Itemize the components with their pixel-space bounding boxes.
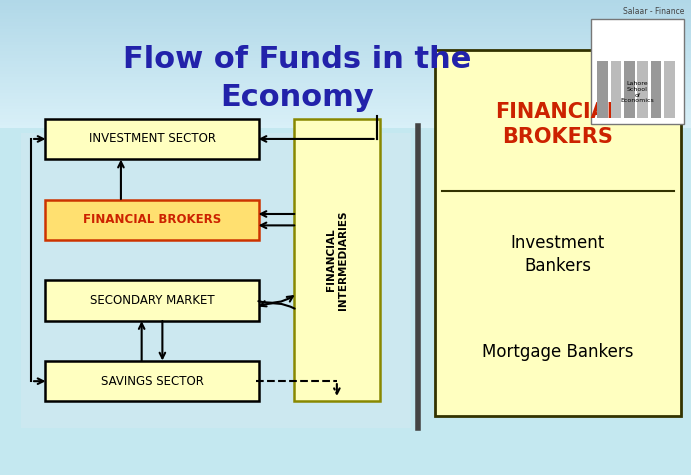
Bar [0, 112, 691, 115]
Bar [0, 119, 691, 122]
Bar [0, 16, 691, 19]
Bar [0, 86, 691, 90]
Bar [0, 74, 691, 77]
Text: SAVINGS SECTOR: SAVINGS SECTOR [101, 375, 203, 388]
Bar [0, 90, 691, 93]
FancyBboxPatch shape [45, 119, 259, 159]
Bar [0, 67, 691, 70]
Bar [0, 10, 691, 13]
Bar [0, 96, 691, 99]
Bar [0, 115, 691, 119]
Bar [0, 19, 691, 22]
Text: INVESTMENT SECTOR: INVESTMENT SECTOR [88, 133, 216, 145]
Bar [0, 93, 691, 96]
Bar [0, 122, 691, 125]
Bar [651, 61, 661, 118]
Bar [624, 61, 635, 118]
Bar [0, 38, 691, 42]
Bar [0, 57, 691, 61]
Bar [664, 61, 674, 118]
Text: FINANCIAL
BROKERS: FINANCIAL BROKERS [495, 102, 621, 147]
Bar [591, 19, 684, 124]
Bar [0, 70, 691, 74]
FancyBboxPatch shape [45, 280, 259, 321]
Bar [0, 32, 691, 35]
Text: Salaar - Finance: Salaar - Finance [623, 7, 684, 16]
Bar [0, 45, 691, 48]
Text: Lahore
School
of
Economics: Lahore School of Economics [621, 81, 654, 104]
Bar [0, 61, 691, 64]
Bar [0, 64, 691, 67]
FancyArrowPatch shape [258, 296, 293, 303]
Text: FINANCIAL BROKERS: FINANCIAL BROKERS [83, 213, 221, 226]
Bar [611, 61, 621, 118]
Bar [0, 84, 691, 86]
FancyBboxPatch shape [45, 200, 259, 240]
FancyBboxPatch shape [21, 133, 411, 428]
Bar [0, 109, 691, 112]
Bar [0, 13, 691, 16]
Text: Economy: Economy [220, 83, 374, 112]
Bar [0, 22, 691, 26]
Bar [0, 99, 691, 103]
Bar [0, 0, 691, 3]
FancyBboxPatch shape [294, 119, 380, 401]
FancyBboxPatch shape [435, 50, 681, 416]
FancyBboxPatch shape [45, 361, 259, 401]
Bar [0, 51, 691, 55]
Bar [0, 35, 691, 38]
Text: Flow of Funds in the: Flow of Funds in the [123, 45, 471, 74]
Bar [0, 6, 691, 10]
Bar [0, 80, 691, 84]
Text: SECONDARY MARKET: SECONDARY MARKET [90, 294, 214, 307]
Bar [0, 26, 691, 29]
Bar [637, 61, 648, 118]
Text: Mortgage Bankers: Mortgage Bankers [482, 343, 634, 361]
Bar [0, 48, 691, 51]
Bar [0, 125, 691, 128]
Text: Investment
Bankers: Investment Bankers [511, 234, 605, 275]
Bar [0, 3, 691, 7]
Bar [0, 29, 691, 32]
Bar [0, 42, 691, 45]
Bar [0, 55, 691, 57]
FancyArrowPatch shape [261, 301, 294, 309]
Bar [0, 77, 691, 80]
Text: FINANCIAL
INTERMEDIARIES: FINANCIAL INTERMEDIARIES [326, 210, 348, 310]
Bar [598, 61, 608, 118]
Bar [0, 106, 691, 109]
Bar [0, 103, 691, 106]
